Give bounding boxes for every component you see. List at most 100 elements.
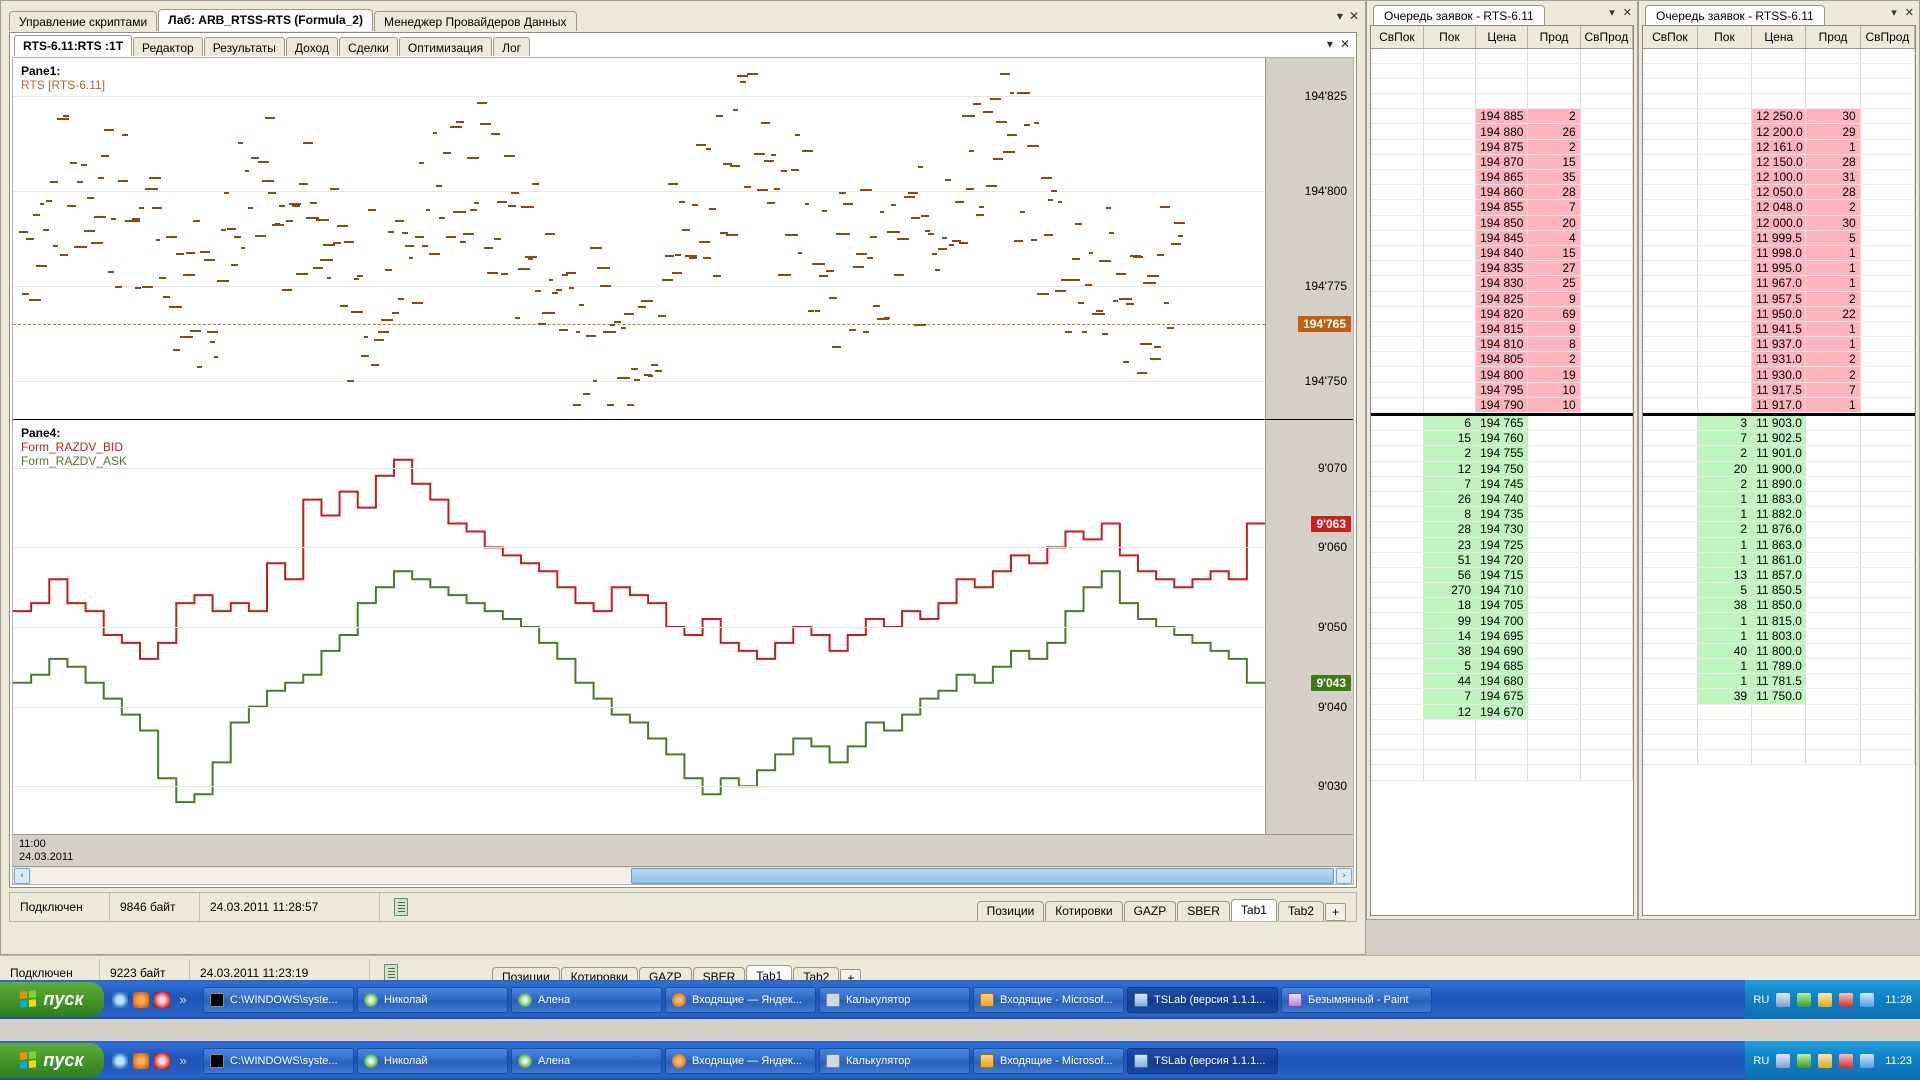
table-row-bid[interactable]: 12 194 670 bbox=[1371, 704, 1633, 720]
table-row-bid[interactable]: 5 194 685 bbox=[1371, 658, 1633, 675]
table-row-bid[interactable]: 7 11 902.5 bbox=[1643, 430, 1915, 447]
table-row-bid[interactable]: 23 194 725 bbox=[1371, 537, 1633, 553]
table-row-ask[interactable]: 194 815 9 bbox=[1371, 321, 1633, 338]
table-row-ask[interactable]: 194 835 27 bbox=[1371, 260, 1633, 277]
ws-tab-add-button[interactable]: + bbox=[1324, 903, 1346, 921]
tab-deals[interactable]: Сделки bbox=[338, 37, 398, 56]
chevron-right-icon[interactable]: » bbox=[179, 1052, 187, 1068]
taskbar-task[interactable]: C:\WINDOWS\syste... bbox=[203, 1047, 354, 1074]
status-grid-icon[interactable] bbox=[394, 898, 408, 916]
ws-tab-sber[interactable]: SBER bbox=[1177, 901, 1230, 921]
table-row-ask[interactable]: 194 830 25 bbox=[1371, 275, 1633, 292]
table-row-bid[interactable]: 40 11 800.0 bbox=[1643, 643, 1915, 660]
scroll-right-button[interactable]: › bbox=[1336, 867, 1352, 884]
ws-tab-tab1[interactable]: Tab1 bbox=[1230, 899, 1277, 921]
table-row-bid[interactable]: 1 11 815.0 bbox=[1643, 612, 1915, 629]
order-book-left-grid[interactable]: СвПок Пок Цена Прод СвПрод 194 885 2 194 8… bbox=[1370, 25, 1634, 916]
table-row-bid[interactable]: 56 194 715 bbox=[1371, 567, 1633, 584]
firefox-icon[interactable] bbox=[133, 1052, 149, 1069]
close-icon[interactable]: ✕ bbox=[1904, 6, 1914, 19]
pane1-plot-area[interactable]: Pane1: RTS [RTS-6.11] bbox=[13, 58, 1265, 419]
tray-yellow-icon[interactable] bbox=[1818, 1053, 1833, 1068]
col-prod[interactable]: Прод bbox=[1527, 26, 1581, 49]
start-button[interactable]: пуск bbox=[0, 982, 104, 1017]
table-row-ask[interactable]: 194 840 15 bbox=[1371, 245, 1633, 262]
table-row-ask[interactable]: 11 995.0 1 bbox=[1643, 260, 1915, 277]
table-row-ask[interactable]: 11 937.0 1 bbox=[1643, 336, 1915, 353]
table-row-bid[interactable]: 38 11 850.0 bbox=[1643, 597, 1915, 614]
tray-language-2[interactable]: RU bbox=[1753, 1054, 1770, 1067]
chart-horizontal-scrollbar[interactable]: ‹ › bbox=[13, 866, 1353, 884]
order-book-right-title[interactable]: Очередь заявок - RTSS-6.11 bbox=[1645, 5, 1825, 25]
opera-icon[interactable] bbox=[154, 1052, 170, 1069]
table-row-ask[interactable]: 12 150.0 28 bbox=[1643, 154, 1915, 171]
table-row-ask[interactable]: 194 875 2 bbox=[1371, 139, 1633, 155]
taskbar-task[interactable]: Николай bbox=[357, 986, 508, 1013]
col-pok[interactable]: Пок bbox=[1423, 26, 1477, 49]
table-row-ask[interactable]: 194 820 69 bbox=[1371, 306, 1633, 322]
table-row-ask[interactable]: 12 200.0 29 bbox=[1643, 123, 1915, 140]
pane4-plot-area[interactable]: Pane4: Form_RAZDV_BID Form_RAZDV_ASK bbox=[13, 420, 1265, 834]
table-row-bid[interactable]: 28 194 730 bbox=[1371, 521, 1633, 538]
table-row-bid[interactable]: 13 11 857.0 bbox=[1643, 567, 1915, 584]
table-row-ask[interactable]: 194 825 9 bbox=[1371, 291, 1633, 307]
table-row-bid[interactable]: 1 11 863.0 bbox=[1643, 537, 1915, 553]
chart-pane-4[interactable]: Pane4: Form_RAZDV_BID Form_RAZDV_ASK 9'0… bbox=[13, 420, 1353, 834]
table-row-ask[interactable]: 11 999.5 5 bbox=[1643, 230, 1915, 246]
table-row-ask[interactable]: 194 850 20 bbox=[1371, 215, 1633, 231]
ws-tab-gazp[interactable]: GAZP bbox=[1123, 901, 1177, 921]
taskbar-task[interactable]: Входящие - Microsof... bbox=[973, 986, 1124, 1013]
table-row-ask[interactable]: 12 100.0 31 bbox=[1643, 169, 1915, 186]
table-row-bid[interactable]: 5 11 850.5 bbox=[1643, 582, 1915, 599]
tray-green-icon[interactable] bbox=[1797, 1053, 1812, 1068]
tab-income[interactable]: Доход bbox=[285, 37, 338, 56]
taskbar-task[interactable]: Николай bbox=[357, 1047, 508, 1074]
col-svprod[interactable]: СвПрод bbox=[1860, 26, 1915, 49]
chevron-right-icon[interactable]: » bbox=[179, 991, 187, 1007]
table-row-ask[interactable]: 194 795 10 bbox=[1371, 382, 1633, 398]
col-prod[interactable]: Прод bbox=[1805, 26, 1861, 49]
table-row-ask[interactable]: 194 855 7 bbox=[1371, 199, 1633, 216]
table-row-bid[interactable]: 6 194 765 bbox=[1371, 415, 1633, 432]
col-pok[interactable]: Пок bbox=[1697, 26, 1753, 49]
table-row-bid[interactable]: 7 194 675 bbox=[1371, 688, 1633, 705]
taskbar-task[interactable]: Безымянный - Paint bbox=[1281, 986, 1432, 1013]
col-svpok[interactable]: СвПок bbox=[1643, 26, 1698, 49]
table-row-ask[interactable]: 11 917.5 7 bbox=[1643, 382, 1915, 398]
table-row-ask[interactable]: 11 957.5 2 bbox=[1643, 291, 1915, 307]
table-row-ask[interactable]: 194 845 4 bbox=[1371, 230, 1633, 246]
tab-log[interactable]: Лог bbox=[493, 37, 531, 56]
chart-pane-1[interactable]: Pane1: RTS [RTS-6.11] 194'825 194'800 194'… bbox=[13, 58, 1353, 420]
table-row-bid[interactable]: 38 194 690 bbox=[1371, 643, 1633, 660]
tab-editor[interactable]: Редактор bbox=[133, 37, 203, 56]
table-row-ask[interactable]: 194 870 15 bbox=[1371, 154, 1633, 171]
table-row-ask[interactable]: 194 800 19 bbox=[1371, 366, 1633, 383]
table-row-ask[interactable]: 194 805 2 bbox=[1371, 351, 1633, 368]
table-row-bid[interactable]: 8 194 735 bbox=[1371, 506, 1633, 523]
table-row-bid[interactable]: 44 194 680 bbox=[1371, 673, 1633, 690]
table-row-bid[interactable]: 270 194 710 bbox=[1371, 582, 1633, 599]
ie-icon[interactable] bbox=[112, 1052, 128, 1069]
table-row-bid[interactable]: 1 11 883.0 bbox=[1643, 491, 1915, 508]
table-row-bid[interactable]: 2 11 876.0 bbox=[1643, 521, 1915, 538]
taskbar-task[interactable]: Алена bbox=[511, 986, 662, 1013]
table-row-ask[interactable]: 194 790 10 bbox=[1371, 397, 1633, 414]
col-price[interactable]: Цена bbox=[1751, 26, 1807, 49]
table-row-ask[interactable]: 11 917.0 1 bbox=[1643, 397, 1915, 414]
inner-close-icon[interactable]: ✕ bbox=[1339, 37, 1350, 51]
table-row-ask[interactable]: 11 931.0 2 bbox=[1643, 351, 1915, 368]
firefox-icon[interactable] bbox=[133, 991, 149, 1008]
table-row-bid[interactable]: 18 194 705 bbox=[1371, 597, 1633, 614]
table-row-bid[interactable]: 51 194 720 bbox=[1371, 552, 1633, 568]
chevron-down-icon[interactable]: ▾ bbox=[1891, 6, 1897, 19]
table-row-ask[interactable]: 12 161.0 1 bbox=[1643, 139, 1915, 155]
volume-icon[interactable] bbox=[1860, 1053, 1875, 1068]
table-row-ask[interactable]: 12 050.0 28 bbox=[1643, 184, 1915, 201]
table-row-bid[interactable]: 26 194 740 bbox=[1371, 491, 1633, 508]
table-row-bid[interactable]: 39 11 750.0 bbox=[1643, 688, 1915, 705]
table-row-bid[interactable]: 2 194 755 bbox=[1371, 445, 1633, 462]
order-book-left-title[interactable]: Очередь заявок - RTS-6.11 bbox=[1373, 5, 1545, 25]
ws-tab-positions[interactable]: Позиции bbox=[976, 901, 1045, 921]
status2-grid-icon[interactable] bbox=[384, 963, 398, 982]
col-price[interactable]: Цена bbox=[1475, 26, 1529, 49]
